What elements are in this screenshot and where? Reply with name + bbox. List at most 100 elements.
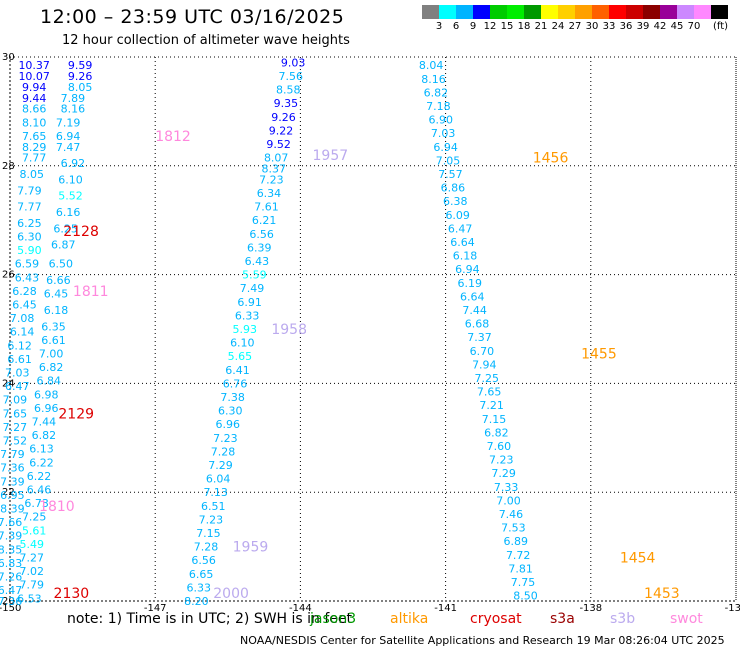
wave-height-label: 8.04 [419, 59, 444, 72]
wave-height-label: 6.56 [249, 228, 274, 241]
wave-height-label: 7.46 [499, 508, 524, 521]
wave-height-label: 6.25 [17, 217, 42, 230]
wave-height-label: 7.37 [467, 331, 492, 344]
x-tick-label: -138 [579, 603, 602, 614]
wave-height-label: 6.45 [44, 288, 69, 301]
wave-height-label: 6.91 [237, 296, 262, 309]
wave-height-label: 5.49 [20, 538, 45, 551]
wave-height-label: 7.39 [0, 475, 25, 488]
wave-height-label: 6.68 [465, 318, 490, 331]
satellite-legend-item: swot [670, 611, 703, 627]
satellite-legend-item: cryosat [470, 611, 522, 627]
wave-height-label: 6.94 [56, 130, 81, 143]
wave-height-label: 7.44 [32, 415, 57, 428]
wave-height-label: 6.61 [7, 353, 32, 366]
wave-height-label: 9.44 [22, 92, 47, 105]
colorbar-swatch [711, 5, 728, 19]
colorbar-swatch [541, 5, 558, 19]
wave-height-label: 8.16 [61, 103, 86, 116]
wave-height-label: 7.29 [208, 459, 233, 472]
colorbar-swatch [626, 5, 643, 19]
wave-height-label: 6.70 [470, 345, 495, 358]
wave-height-label: 6.28 [12, 285, 37, 298]
wave-height-label: 6.47 [0, 584, 22, 597]
colorbar-tick-label: 24 [551, 21, 565, 32]
wave-height-label: 7.52 [3, 435, 28, 448]
colorbar-tick-label: 6 [452, 21, 460, 32]
x-tick-label: -141 [434, 603, 457, 614]
pass-time-label: 1959 [233, 540, 269, 556]
colorbar-tick-label: 15 [500, 21, 514, 32]
pass-time-label: 2130 [54, 586, 90, 602]
wave-height-label: 6.84 [36, 375, 61, 388]
satellite-legend-item: s3b [610, 611, 636, 627]
wave-height-label: 7.00 [496, 494, 521, 507]
wave-height-label: 6.87 [51, 239, 76, 252]
wave-height-label: 6.95 [0, 489, 25, 502]
pass-time-labels: 1812 1957 1456 2128 1811 1958 1455 2129 1810 1959… [39, 129, 680, 602]
colorbar-swatch [643, 5, 660, 19]
wave-height-label: 9.94 [22, 81, 47, 94]
x-tick-label: -144 [289, 603, 312, 614]
pass-time-label: 2000 [213, 586, 249, 602]
wave-height-label: 7.79 [20, 579, 45, 592]
wave-height-label: 6.35 [41, 320, 66, 333]
wave-height-label: 7.65 [22, 130, 47, 143]
colorbar-tick-label: 18 [517, 21, 531, 32]
wave-height-label: 7.21 [479, 399, 504, 412]
wave-height-label: 6.39 [247, 241, 272, 254]
y-tick-label: 28 [2, 161, 15, 172]
wave-height-label: 7.65 [3, 407, 28, 420]
wave-height-label: 9.22 [269, 124, 294, 137]
wave-height-label: 6.45 [12, 299, 37, 312]
wave-height-label: 5.59 [242, 269, 267, 282]
wave-height-label: 7.39 [0, 530, 22, 543]
wave-height-label: 6.12 [7, 339, 32, 352]
wave-height-label: 6.90 [429, 114, 454, 127]
colorbar-swatch [677, 5, 694, 19]
wave-height-label: 9.52 [266, 138, 291, 151]
y-tick-label: 22 [2, 487, 15, 498]
wave-height-label: 8.05 [68, 81, 93, 94]
map-grid [9, 56, 737, 602]
wave-height-label: 6.76 [223, 377, 248, 390]
x-tick-label: -135 [725, 603, 740, 614]
x-tick-label: -147 [144, 603, 167, 614]
wave-height-label: 6.53 [17, 592, 42, 605]
wave-height-label: 7.28 [194, 541, 219, 554]
wave-height-label: 7.26 [0, 571, 22, 584]
x-tick-label: -150 [0, 603, 21, 614]
wave-height-label: 6.16 [56, 206, 81, 219]
colorbar-swatch [439, 5, 456, 19]
wave-height-label: 6.30 [218, 405, 243, 418]
wave-height-label: 6.50 [49, 258, 74, 271]
wave-height-label: 7.18 [426, 100, 451, 113]
wave-height-label: 6.94 [455, 263, 480, 276]
y-tick-label: 20 [2, 596, 15, 607]
colorbar-tick-label: 70 [687, 21, 701, 32]
wave-height-label: 6.89 [504, 535, 529, 548]
wave-height-label: 7.23 [489, 454, 514, 467]
wave-height-label: 7.09 [3, 394, 28, 407]
wave-height-label: 9.35 [274, 97, 299, 110]
wave-height-label: 7.53 [501, 522, 526, 535]
pass-time-label: 1811 [73, 284, 109, 300]
colorbar-tick-label: 9 [469, 21, 477, 32]
wave-height-label: 6.41 [225, 364, 250, 377]
colorbar-tick-label: 27 [568, 21, 582, 32]
wave-height-label: 8.58 [276, 84, 301, 97]
pass-time-label: 1810 [39, 499, 75, 515]
pass-time-label: 1453 [644, 586, 680, 602]
wave-height-label: 5.65 [228, 350, 253, 363]
wave-height-label: 6.34 [257, 187, 282, 200]
wave-height-label: 7.03 [431, 127, 456, 140]
wave-height-label: 7.49 [240, 282, 265, 295]
colorbar-swatch [490, 5, 507, 19]
plot-frame [9, 56, 737, 602]
pass-time-label: 1454 [620, 550, 656, 566]
wave-height-label: 6.98 [34, 388, 59, 401]
wave-height-label: 6.73 [24, 497, 49, 510]
pass-time-label: 2128 [63, 224, 99, 240]
wave-height-label: 6.43 [245, 255, 270, 268]
